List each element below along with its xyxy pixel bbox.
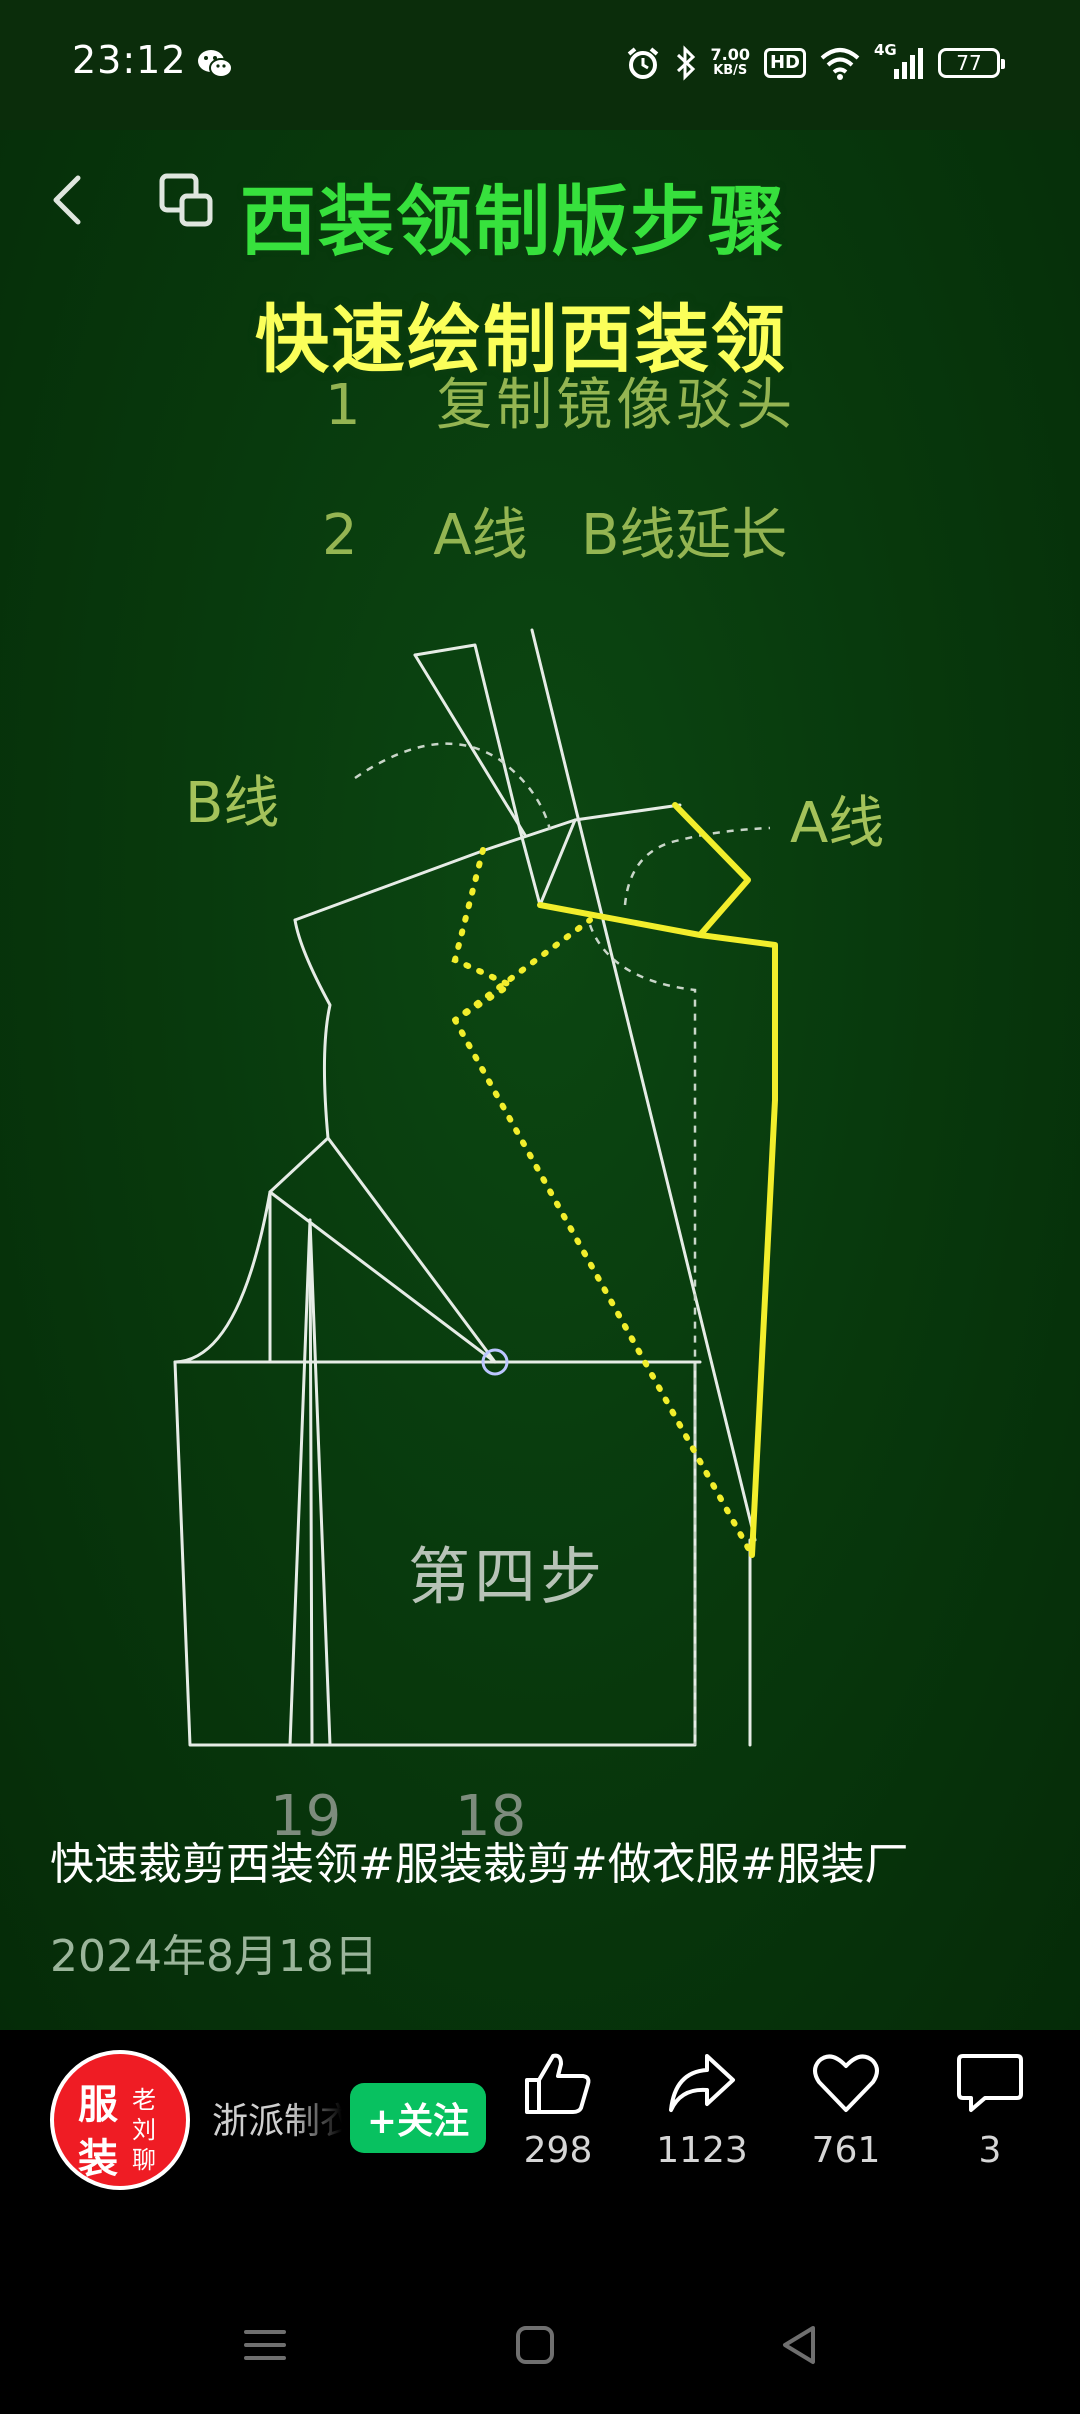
status-time: 23:12 bbox=[72, 38, 187, 82]
share-button[interactable]: 1123 bbox=[632, 2050, 772, 2200]
favorite-button[interactable]: 761 bbox=[776, 2050, 916, 2200]
avatar-char-3: 老 bbox=[132, 2086, 156, 2114]
bluetooth-icon bbox=[676, 45, 695, 81]
share-count: 1123 bbox=[656, 2130, 748, 2171]
hd-badge: HD bbox=[763, 48, 806, 78]
comment-count: 3 bbox=[978, 2130, 1002, 2171]
step-2: 2 A线 B线延长 bbox=[322, 490, 787, 571]
wechat-icon bbox=[198, 50, 233, 78]
network-label: 4G bbox=[874, 41, 897, 59]
like-button[interactable]: 298 bbox=[488, 2050, 628, 2200]
like-count: 298 bbox=[523, 2130, 593, 2171]
comment-icon bbox=[957, 2054, 1023, 2112]
net-speed-value: 7.00 bbox=[710, 45, 750, 64]
step-2-text: A线 B线延长 bbox=[433, 503, 788, 568]
step-2-number: 2 bbox=[322, 503, 358, 568]
thumbs-up-icon bbox=[525, 2053, 591, 2114]
share-icon bbox=[669, 2054, 735, 2112]
status-icons: 7.00 KB/S HD 4G 77 bbox=[625, 38, 1005, 88]
author-name[interactable]: 浙派制衣 bbox=[212, 2101, 342, 2142]
avatar-char-4: 刘 bbox=[132, 2116, 156, 2144]
battery-icon: 77 bbox=[938, 48, 1005, 78]
net-speed-unit: KB/S bbox=[713, 63, 748, 78]
video-title-main: 西装领制版步骤 bbox=[240, 177, 786, 266]
heart-icon bbox=[813, 2054, 879, 2112]
alarm-icon bbox=[627, 47, 658, 79]
post-date: 2024年8月18日 bbox=[50, 1931, 378, 1982]
avatar-char-5: 聊 bbox=[132, 2146, 156, 2174]
avatar-char-2: 装 bbox=[78, 2136, 118, 2182]
signal-icon: 4G bbox=[874, 41, 924, 81]
back-icon[interactable] bbox=[40, 170, 100, 230]
step-1: 1 复制镜像驳头 bbox=[325, 360, 796, 441]
status-bar: 23:12 7.00 KB/S HD bbox=[0, 0, 1080, 130]
wifi-icon bbox=[820, 48, 860, 80]
avatar-char-1: 服 bbox=[78, 2082, 118, 2128]
follow-button[interactable]: +关注 bbox=[350, 2083, 486, 2153]
menu-icon[interactable] bbox=[240, 2320, 290, 2370]
post-caption[interactable]: 快速裁剪西装领#服装裁剪#做衣服#服装厂 bbox=[50, 1839, 909, 1890]
nav-back-icon[interactable] bbox=[775, 2320, 825, 2370]
pip-icon[interactable] bbox=[156, 170, 216, 230]
net-speed: 7.00 KB/S bbox=[711, 47, 750, 79]
home-icon[interactable] bbox=[510, 2320, 560, 2370]
video-title-sub: 快速绘制西装领 bbox=[255, 297, 787, 383]
comment-button[interactable]: 3 bbox=[920, 2050, 1060, 2200]
step-1-text: 复制镜像驳头 bbox=[436, 373, 797, 438]
author-avatar[interactable]: 服 装 老 刘 聊 bbox=[50, 2050, 190, 2190]
battery-level: 77 bbox=[956, 51, 982, 75]
step-1-number: 1 bbox=[325, 373, 361, 438]
favorite-count: 761 bbox=[811, 2130, 881, 2171]
